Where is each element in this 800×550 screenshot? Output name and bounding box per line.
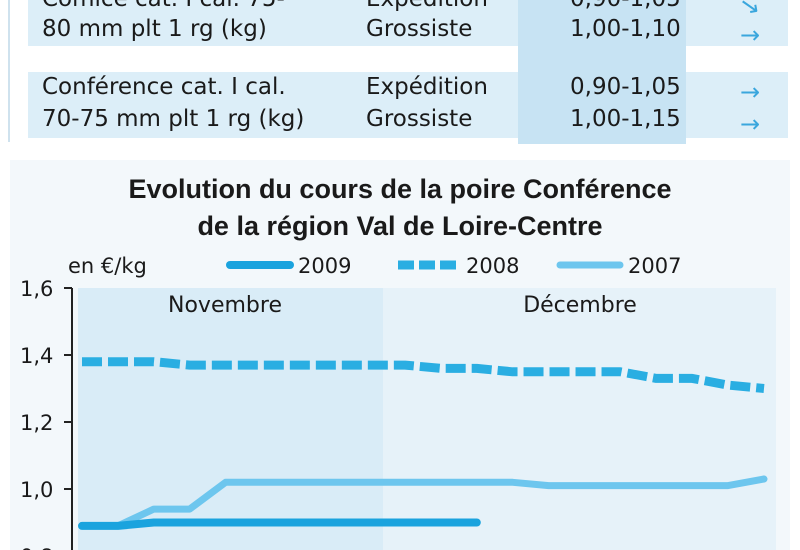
legend-label-2009: 2009	[298, 254, 351, 278]
series-line-2008	[82, 357, 765, 393]
price-column-bg	[518, 0, 686, 144]
y-tick-label: 1,4	[20, 344, 53, 368]
product-name-line-1: Comice cat. I cal. 75-	[42, 0, 285, 15]
stage-label: Grossiste	[366, 16, 473, 42]
price-range: 1,00-1,15	[570, 106, 681, 132]
price-table: Comice cat. I cal. 75- 80 mm plt 1 rg (k…	[0, 0, 800, 150]
y-axis-label: en €/kg	[68, 254, 147, 278]
month-band-decembre	[383, 288, 776, 550]
arrow-right-icon: →	[740, 110, 761, 138]
y-tick-label: 1,0	[20, 478, 53, 502]
product-name-line-2: 80 mm plt 1 rg (kg)	[42, 16, 267, 42]
month-label-novembre: Novembre	[168, 293, 282, 318]
legend-label-2008: 2008	[466, 254, 519, 278]
product-name-line-2: 70-75 mm plt 1 rg (kg)	[42, 106, 305, 132]
arrow-right-icon: →	[740, 78, 761, 106]
y-tick-label: 1,6	[20, 277, 53, 301]
y-tick-label: 0,8	[20, 545, 53, 550]
stage-label: Grossiste	[366, 106, 473, 132]
series-line-2007	[78, 475, 768, 530]
price-range: 0,90-1,05	[570, 0, 681, 15]
price-range: 0,90-1,05	[570, 74, 681, 100]
arrow-right-icon: →	[740, 21, 761, 49]
table-divider	[8, 0, 10, 142]
stage-label: Expédition	[366, 74, 488, 100]
chart-title-line-2: de la région Val de Loire-Centre	[197, 211, 603, 241]
series-line-2009	[78, 518, 481, 530]
stage-label: Expédition	[366, 0, 488, 15]
legend-label-2007: 2007	[628, 254, 681, 278]
product-name-line-1: Conférence cat. I cal.	[42, 74, 286, 100]
y-tick-label: 1,2	[20, 411, 53, 435]
price-range: 1,00-1,10	[570, 16, 681, 42]
chart-title-line-1: Evolution du cours de la poire Conférenc…	[128, 174, 672, 204]
month-label-decembre: Décembre	[523, 293, 637, 318]
month-band-novembre	[78, 288, 383, 550]
